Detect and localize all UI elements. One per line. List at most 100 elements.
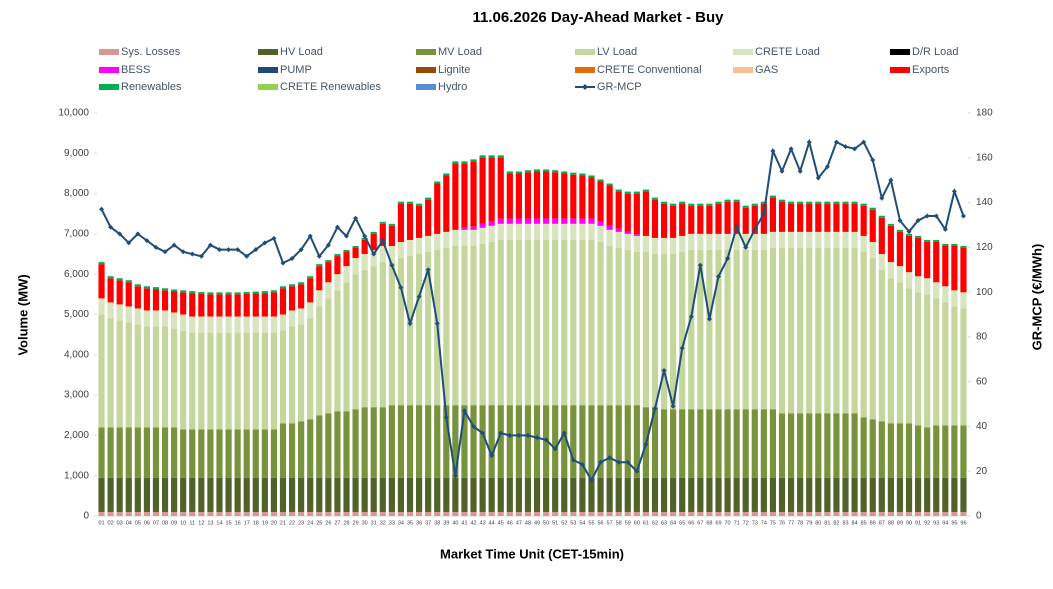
line-marker: [679, 345, 685, 351]
bar-segment: [171, 477, 178, 512]
x-tick-label: 49: [534, 520, 540, 526]
bar-segment: [443, 173, 450, 176]
bar-segment: [561, 477, 568, 512]
bar-segment: [325, 413, 332, 478]
x-tick-label: 80: [815, 520, 821, 526]
bar-segment: [697, 233, 704, 251]
x-tick-label: 01: [98, 520, 104, 526]
bar-segment: [543, 477, 550, 512]
bar-segment: [443, 405, 450, 478]
bar-segment: [851, 203, 858, 232]
bar-segment: [352, 511, 359, 516]
line-marker: [398, 285, 404, 291]
bar-segment: [470, 477, 477, 512]
bar-segment: [679, 252, 686, 410]
x-tick-label: 74: [761, 520, 767, 526]
bar-segment: [334, 290, 341, 412]
bar-segment: [642, 191, 649, 236]
bar-segment: [561, 171, 568, 174]
bar-segment: [797, 248, 804, 414]
bar-segment: [615, 228, 622, 232]
line-marker: [407, 320, 413, 326]
bar-segment: [679, 203, 686, 236]
bar-segment: [924, 511, 931, 516]
bar-segment: [597, 179, 604, 182]
bar-segment: [688, 511, 695, 516]
x-tick-label: 87: [879, 520, 885, 526]
bar-segment: [252, 316, 259, 333]
bar-segment: [152, 287, 160, 290]
x-tick-label: 19: [262, 520, 268, 526]
bar-segment: [851, 477, 858, 512]
x-tick-label: 88: [888, 520, 894, 526]
bar-segment: [924, 427, 931, 478]
bar-segment: [597, 241, 604, 406]
line-marker: [770, 148, 776, 154]
bar-segment: [243, 291, 250, 294]
bar-segment: [252, 332, 259, 430]
bar-segment: [461, 227, 468, 230]
bar-segment: [960, 248, 967, 293]
bar-segment: [524, 223, 532, 240]
bar-segment: [161, 477, 169, 512]
y-tick-label: 1,000: [64, 470, 89, 481]
bar-segment: [161, 511, 169, 516]
bar-segment: [624, 511, 631, 516]
line-marker: [425, 267, 431, 273]
bar-segment: [288, 310, 296, 327]
line-marker: [189, 251, 195, 257]
bar-segment: [869, 258, 876, 420]
x-tick-label: 64: [670, 520, 676, 526]
bar-segment: [624, 191, 631, 194]
bar-segment: [370, 231, 377, 234]
line-marker: [480, 430, 486, 436]
x-tick-label: 35: [407, 520, 413, 526]
x-tick-label: 84: [852, 520, 858, 526]
bar-segment: [434, 477, 441, 512]
bar-segment: [924, 278, 931, 295]
bar-segment: [769, 231, 777, 249]
bar-segment: [797, 413, 804, 478]
bar-segment: [778, 199, 786, 202]
bar-segment: [243, 429, 250, 478]
bar-segment: [851, 511, 858, 516]
bar-segment: [915, 237, 922, 277]
bar-segment: [760, 233, 767, 251]
bar-segment: [261, 429, 268, 478]
bar-segment: [107, 427, 114, 478]
bar-segment: [307, 419, 314, 478]
x-tick-label: 16: [235, 520, 241, 526]
line-marker: [380, 238, 386, 244]
bar-segment: [152, 310, 160, 327]
x-tick-label: 57: [607, 520, 613, 526]
bar-segment: [670, 205, 677, 238]
x-tick-label: 50: [543, 520, 549, 526]
bar-segment: [960, 511, 967, 516]
bar-segment: [642, 477, 649, 512]
x-tick-label: 76: [779, 520, 785, 526]
bar-segment: [452, 511, 459, 516]
bar-segment: [497, 477, 504, 512]
legend-label: Renewables: [121, 81, 182, 93]
line-marker: [552, 446, 558, 452]
bar-segment: [243, 332, 250, 430]
bar-segment: [806, 203, 813, 232]
bar-segment: [461, 229, 468, 246]
bar-segment: [479, 155, 486, 158]
bar-segment: [180, 511, 187, 516]
bar-segment: [216, 292, 223, 295]
bar-segment: [670, 203, 677, 206]
x-tick-label: 85: [861, 520, 867, 526]
bar-segment: [751, 477, 758, 512]
legend-swatch: [258, 49, 278, 55]
bar-segment: [933, 298, 940, 426]
legend-label: CRETE Load: [755, 46, 820, 58]
bar-segment: [670, 237, 677, 255]
bar-segment: [497, 157, 504, 219]
bar-segment: [561, 511, 568, 516]
bar-segment: [225, 294, 232, 317]
bar-segment: [533, 171, 541, 219]
x-tick-label: 08: [162, 520, 168, 526]
bar-segment: [116, 511, 123, 516]
bar-segment: [524, 218, 532, 224]
